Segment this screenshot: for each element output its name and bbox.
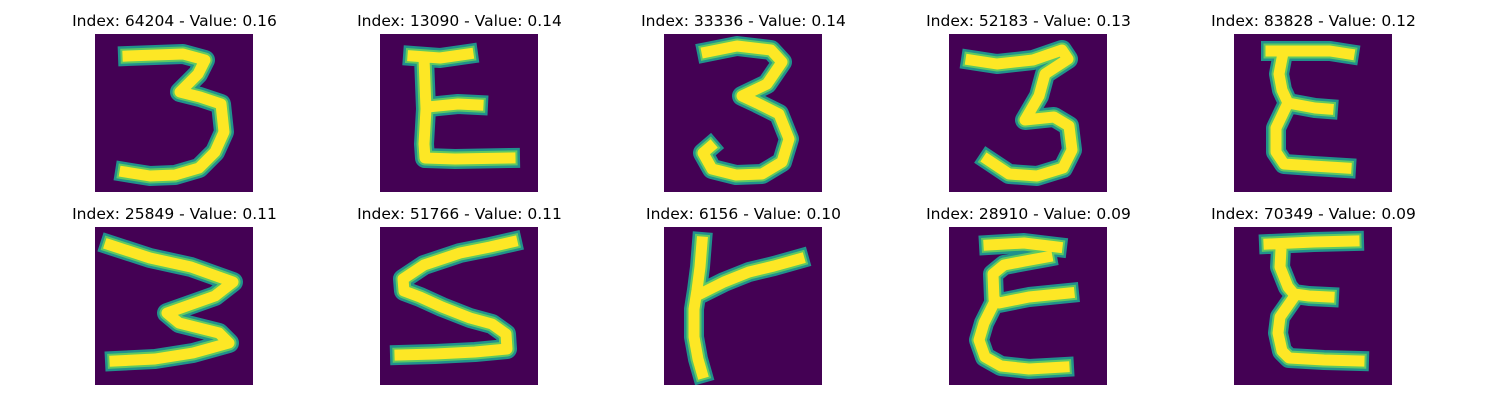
panel-title: Index: 51766 - Value: 0.11 — [357, 205, 562, 223]
image-panel: Index: 13090 - Value: 0.14 — [317, 12, 602, 192]
glyph-image — [1234, 34, 1392, 192]
glyph-image — [1234, 227, 1392, 385]
stroke-core — [1263, 235, 1365, 367]
stroke-core — [697, 40, 795, 181]
image-panel: Index: 83828 - Value: 0.12 — [1171, 12, 1456, 192]
stroke-core — [973, 237, 1076, 375]
panel-title: Index: 13090 - Value: 0.14 — [357, 12, 562, 30]
panel-title: Index: 83828 - Value: 0.12 — [1211, 12, 1416, 30]
image-panel: Index: 25849 - Value: 0.11 — [32, 205, 317, 385]
panel-title: Index: 52183 - Value: 0.13 — [926, 12, 1131, 30]
stroke-core — [1265, 45, 1356, 174]
stroke-core — [103, 238, 239, 367]
glyph-image — [949, 34, 1107, 192]
image-panel: Index: 33336 - Value: 0.14 — [601, 12, 886, 192]
stroke-core — [394, 235, 519, 361]
panel-title: Index: 64204 - Value: 0.16 — [72, 12, 277, 30]
image-panel: Index: 51766 - Value: 0.11 — [317, 205, 602, 385]
panel-title: Index: 70349 - Value: 0.09 — [1211, 205, 1416, 223]
stroke-core — [118, 48, 230, 182]
image-panel: Index: 28910 - Value: 0.09 — [886, 205, 1171, 385]
image-panel: Index: 64204 - Value: 0.16 — [32, 12, 317, 192]
glyph-image — [664, 227, 822, 385]
panel-title: Index: 25849 - Value: 0.11 — [72, 205, 277, 223]
stroke-core — [407, 47, 516, 165]
glyph-image — [380, 227, 538, 385]
panel-title: Index: 28910 - Value: 0.09 — [926, 205, 1131, 223]
stroke-core — [964, 44, 1078, 182]
stroke-core — [688, 236, 806, 380]
panel-title: Index: 6156 - Value: 0.10 — [646, 205, 841, 223]
glyph-image — [664, 34, 822, 192]
panel-title: Index: 33336 - Value: 0.14 — [641, 12, 846, 30]
glyph-image — [95, 34, 253, 192]
image-panel: Index: 6156 - Value: 0.10 — [601, 205, 886, 385]
glyph-image — [95, 227, 253, 385]
glyph-image — [949, 227, 1107, 385]
glyph-image — [380, 34, 538, 192]
image-panel: Index: 70349 - Value: 0.09 — [1171, 205, 1456, 385]
image-panel: Index: 52183 - Value: 0.13 — [886, 12, 1171, 192]
